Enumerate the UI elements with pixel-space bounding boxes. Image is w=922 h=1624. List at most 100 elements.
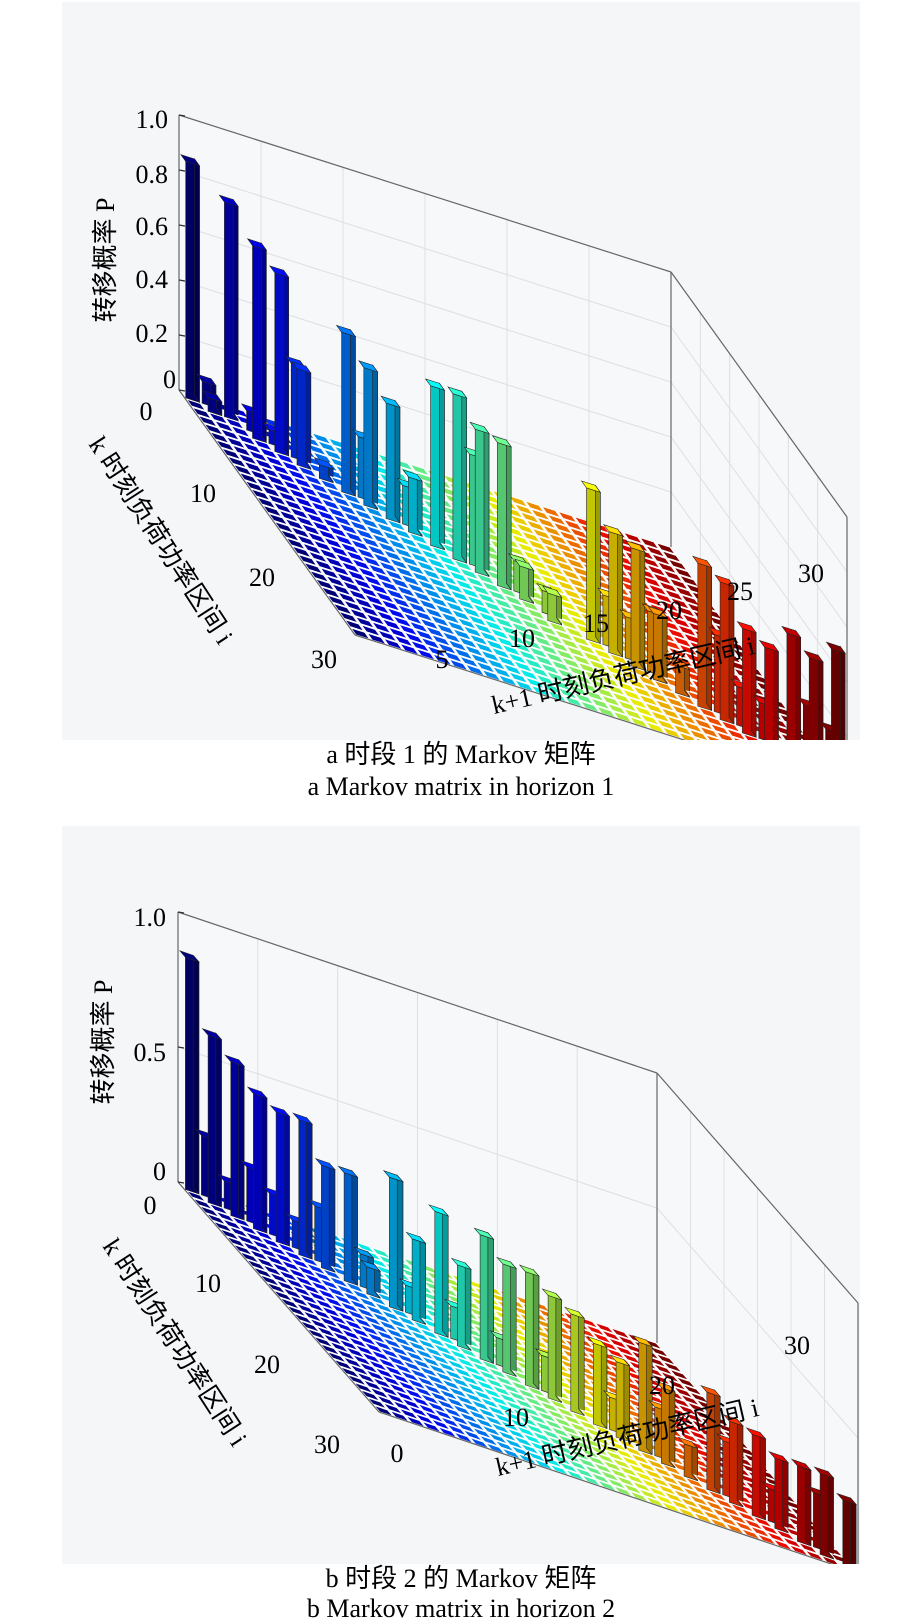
bar-base — [510, 533, 532, 547]
bar-base — [614, 1474, 637, 1488]
bar-base — [351, 1316, 374, 1330]
bar-base — [642, 682, 664, 696]
bar-base — [285, 1304, 308, 1318]
bar — [647, 605, 668, 685]
bar-base — [461, 1363, 484, 1377]
bar-base — [425, 1400, 448, 1414]
bar-base — [403, 543, 425, 557]
bar-base — [282, 498, 304, 512]
bar — [542, 585, 563, 626]
bar-base — [348, 1363, 371, 1377]
bar-base — [234, 1233, 257, 1247]
bar-base — [534, 1448, 557, 1461]
bar-base — [544, 1445, 567, 1459]
bar-base — [401, 593, 423, 607]
bar — [722, 1414, 744, 1508]
bar-base — [340, 1328, 363, 1342]
bar-base — [301, 542, 323, 556]
x-tick-label: 30 — [798, 559, 824, 588]
bar-base — [675, 693, 697, 707]
bar-base — [465, 594, 487, 608]
bar-base — [561, 675, 583, 689]
bar-base — [198, 1205, 221, 1218]
bar-base — [430, 633, 452, 647]
bar-base — [265, 474, 287, 488]
bar-base — [665, 1481, 688, 1494]
bar-base — [314, 489, 336, 503]
bar-base — [553, 540, 575, 554]
bar-base — [472, 1389, 494, 1402]
bar-base — [515, 1387, 538, 1401]
x-tick-label: 5 — [436, 645, 449, 674]
bar-base — [365, 1331, 388, 1345]
bar-base — [425, 645, 447, 659]
bar-base — [360, 535, 382, 549]
bar-base — [581, 1436, 604, 1450]
bar-base — [598, 655, 620, 669]
bar-base — [562, 518, 584, 532]
bar-base — [548, 552, 570, 566]
bar-base — [291, 545, 313, 559]
bar-base — [523, 657, 545, 671]
bar-base — [555, 1433, 578, 1447]
bar-base — [277, 1269, 300, 1283]
bar-base — [610, 691, 632, 705]
bar-base — [298, 484, 320, 498]
bar-base — [717, 1514, 740, 1528]
bar-base — [672, 1386, 695, 1399]
bar-base — [527, 557, 549, 571]
bar-base — [299, 503, 321, 517]
bar-base — [298, 1320, 321, 1333]
bar-base — [478, 630, 500, 644]
bar-base — [456, 616, 478, 630]
bar-base — [481, 1386, 504, 1400]
bar-base — [674, 585, 696, 599]
bar-base — [565, 645, 587, 659]
bar-base — [642, 1468, 665, 1481]
bar-base — [371, 1376, 394, 1390]
bar-base — [373, 1366, 396, 1380]
bar-base — [819, 1554, 839, 1564]
bar-base — [655, 1483, 678, 1497]
bar-base — [496, 654, 518, 668]
bar-base — [445, 1358, 468, 1372]
bar-base — [354, 615, 376, 629]
bar-base — [308, 1317, 331, 1331]
bar-base — [348, 607, 370, 621]
bar-base — [426, 576, 448, 590]
bar-base — [346, 1336, 369, 1350]
bar-base — [501, 1409, 524, 1423]
bar-base — [313, 558, 335, 572]
bar-base — [281, 1287, 304, 1300]
bar-base — [203, 422, 225, 436]
bar-base — [309, 1280, 332, 1294]
bar-base — [548, 640, 570, 654]
bar-base — [336, 503, 358, 517]
bar-base — [462, 625, 484, 639]
bar-base — [301, 1310, 324, 1323]
bar-base — [403, 631, 425, 645]
bar-base — [463, 1353, 486, 1367]
bar-base — [639, 713, 661, 727]
bar-base — [285, 537, 307, 551]
bar-base — [325, 1285, 348, 1299]
bar-base — [589, 1471, 612, 1485]
bar-base — [273, 1251, 296, 1265]
bar — [514, 558, 535, 605]
bar-base — [238, 471, 260, 485]
bar-base — [320, 1305, 343, 1319]
bar-base — [605, 683, 627, 697]
bar-base — [433, 1370, 456, 1384]
bar-base — [268, 1271, 290, 1285]
y-tick-label: 30 — [314, 1430, 340, 1459]
bar-base — [207, 1202, 230, 1216]
bar-base — [553, 629, 575, 643]
bar-base — [287, 487, 309, 501]
bar-base — [525, 1385, 548, 1399]
bar-base — [237, 452, 259, 466]
bar-base — [316, 440, 338, 454]
bar-base — [471, 602, 493, 616]
bar-base — [664, 607, 686, 621]
bar-base — [539, 662, 561, 676]
bar-base — [355, 547, 377, 561]
